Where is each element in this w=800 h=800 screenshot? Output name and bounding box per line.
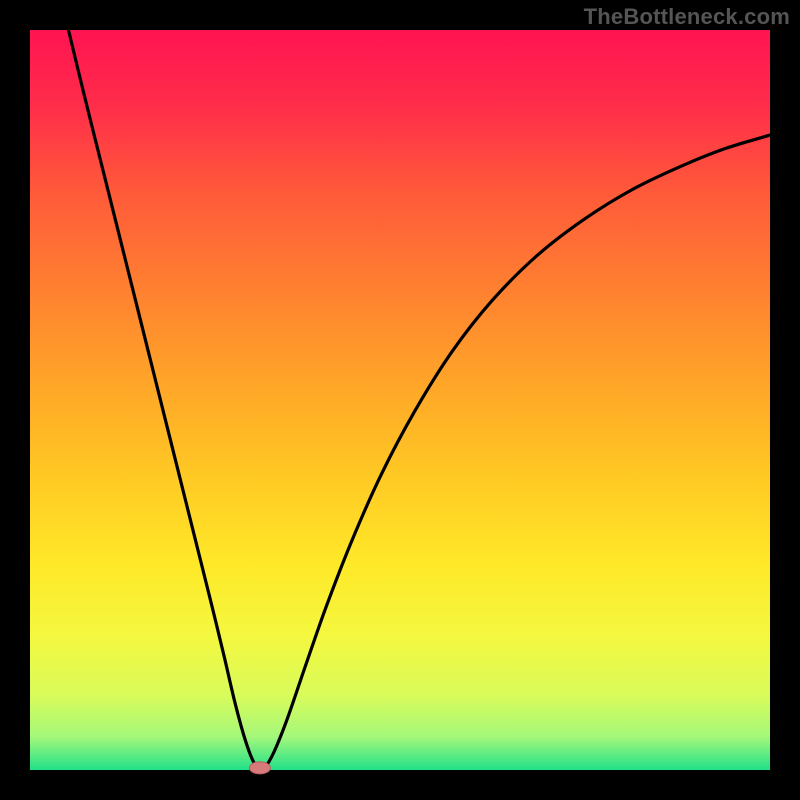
bottleneck-curve <box>30 30 770 770</box>
chart-frame: TheBottleneck.com <box>0 0 800 800</box>
plot-area <box>30 30 770 770</box>
watermark-text: TheBottleneck.com <box>584 4 790 30</box>
minimum-marker <box>249 761 271 774</box>
